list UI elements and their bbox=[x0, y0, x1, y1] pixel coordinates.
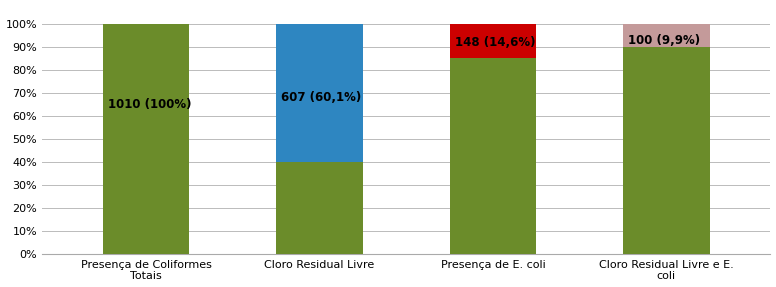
Text: 1010 (100%): 1010 (100%) bbox=[108, 98, 192, 111]
Text: 100 (9,9%): 100 (9,9%) bbox=[629, 34, 701, 46]
Bar bbox=[449, 24, 536, 58]
Bar bbox=[102, 24, 189, 254]
Bar bbox=[276, 24, 363, 162]
Bar bbox=[276, 162, 363, 254]
Bar bbox=[623, 24, 710, 47]
Text: 607 (60,1%): 607 (60,1%) bbox=[282, 91, 362, 104]
Bar bbox=[623, 47, 710, 254]
Bar bbox=[449, 58, 536, 254]
Text: 148 (14,6%): 148 (14,6%) bbox=[455, 36, 535, 49]
